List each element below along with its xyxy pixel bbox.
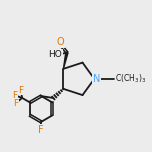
Text: N: N [93,74,100,84]
Text: F: F [14,98,19,108]
Text: O: O [56,37,64,47]
Text: HO: HO [48,50,62,59]
Text: C(CH$_3$)$_3$: C(CH$_3$)$_3$ [115,73,146,85]
Text: F: F [38,125,44,135]
Text: F: F [18,86,23,95]
Text: F: F [12,91,17,100]
Polygon shape [63,52,68,69]
